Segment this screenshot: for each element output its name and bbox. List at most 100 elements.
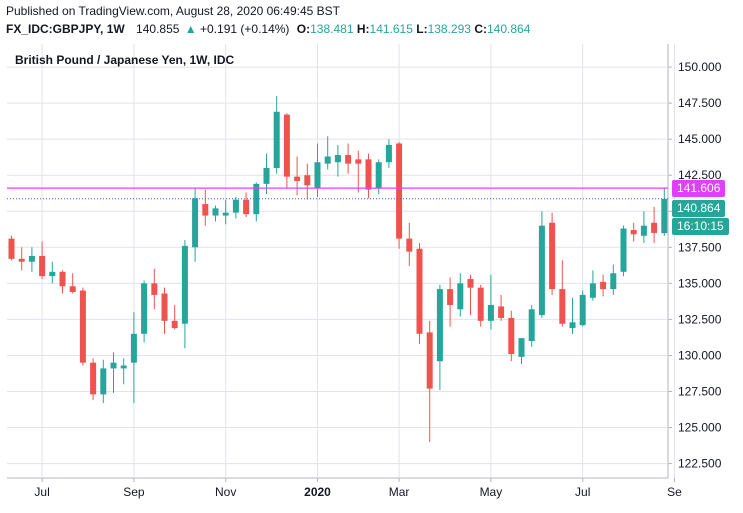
candle-body <box>39 255 46 277</box>
candle-body <box>110 362 117 369</box>
chart-grid <box>7 44 675 479</box>
low-label: L: <box>416 22 428 36</box>
candle-body <box>18 258 25 262</box>
candle-body <box>549 222 556 290</box>
candle-body <box>90 362 97 395</box>
y-tick-label: 122.500 <box>678 457 722 471</box>
candle-body <box>528 309 535 342</box>
close-label: C: <box>474 22 487 36</box>
candle-body <box>385 144 392 163</box>
candle-body <box>589 283 596 298</box>
candle-body <box>192 198 199 248</box>
candle-body <box>600 281 607 290</box>
candle-body <box>640 225 647 236</box>
candle-body <box>222 212 229 216</box>
symbol-label[interactable]: FX_IDC:GBPJPY, 1W <box>6 22 125 36</box>
candle-body <box>436 289 443 362</box>
countdown-badge: 16:10:15 <box>672 217 729 235</box>
candle-body <box>651 222 658 233</box>
x-tick-label: May <box>480 485 503 499</box>
candle-body <box>498 306 505 318</box>
change-value: +0.191 (+0.14%) <box>200 22 290 36</box>
x-tick-label: Nov <box>215 485 236 499</box>
candle-body <box>406 238 413 252</box>
x-tick-label: Se <box>667 485 682 499</box>
y-tick-label: 125.000 <box>678 421 722 435</box>
candle-body <box>212 208 219 216</box>
last-price-value: 140.855 <box>136 22 180 36</box>
candle-body <box>447 289 454 305</box>
candle-body <box>232 199 239 213</box>
candle-body <box>620 228 627 272</box>
y-tick-label: 147.500 <box>678 96 722 110</box>
candle-body <box>181 245 188 324</box>
candle-body <box>396 143 403 239</box>
y-tick-label: 150.000 <box>678 60 722 74</box>
y-tick-label: 130.000 <box>678 348 722 362</box>
candle-body <box>467 279 474 288</box>
candle-body <box>263 168 270 184</box>
candle-body <box>426 332 433 389</box>
candle-body <box>579 294 586 326</box>
candle-body <box>171 320 178 329</box>
x-tick-label: Jul <box>575 485 590 499</box>
candle-body <box>69 286 76 292</box>
time-axis: Jul Sep Nov 2020 Mar May Jul Se <box>34 478 682 499</box>
candle-body <box>416 248 423 334</box>
candle-body <box>661 198 668 234</box>
candle-body <box>130 333 137 363</box>
y-tick-label: 145.000 <box>678 132 722 146</box>
y-tick-label: 142.500 <box>678 168 722 182</box>
candle-body <box>49 271 56 277</box>
y-tick-label: 137.500 <box>678 240 722 254</box>
candle-body <box>477 287 484 321</box>
candle-body <box>538 225 545 316</box>
candle-body <box>202 204 209 216</box>
candle-body <box>243 199 250 215</box>
candle-body <box>59 271 66 287</box>
candles <box>8 95 668 442</box>
high-label: H: <box>356 22 370 36</box>
candle-body <box>345 155 352 164</box>
y-tick-label: 127.500 <box>678 384 722 398</box>
candle-body <box>151 283 158 295</box>
candle-body <box>375 162 382 189</box>
candle-body <box>28 255 35 262</box>
y-tick-label: 132.500 <box>678 312 722 326</box>
open-label: O: <box>296 22 311 36</box>
published-note: Published on TradingView.com, August 28,… <box>6 4 341 18</box>
y-tick-label: 135.000 <box>678 276 722 290</box>
candle-body <box>630 230 637 235</box>
high-value: 141.615 <box>369 22 413 36</box>
candle-body <box>365 159 372 190</box>
low-value: 138.293 <box>427 22 471 36</box>
candle-body <box>120 365 127 369</box>
x-tick-label: Jul <box>34 485 49 499</box>
candle-body <box>8 238 15 259</box>
candle-body <box>334 155 341 163</box>
price-axis: 150.000147.500145.000142.500140.000137.5… <box>668 60 722 471</box>
candle-body <box>294 176 301 181</box>
last-price-badge: 140.864 <box>672 199 726 217</box>
candle-body <box>79 290 86 363</box>
marker-price-badge: 141.606 <box>672 179 726 197</box>
chart-title: British Pound / Japanese Yen, 1W, IDC <box>15 53 235 67</box>
candle-body <box>610 273 617 290</box>
candle-body <box>304 175 311 186</box>
candle-body <box>457 283 464 310</box>
close-value: 140.864 <box>486 22 531 36</box>
candle-body <box>355 159 362 164</box>
candle-body <box>487 304 494 321</box>
x-tick-label: Mar <box>389 485 410 499</box>
candle-body <box>273 111 280 168</box>
x-tick-label: Sep <box>123 485 145 499</box>
open-value: 138.481 <box>310 22 354 36</box>
candle-body <box>283 114 290 177</box>
candle-body <box>518 338 525 357</box>
candle-body <box>324 156 331 164</box>
up-arrow-icon: ▲ <box>184 22 197 36</box>
candle-body <box>569 322 576 329</box>
candle-body <box>508 317 515 354</box>
candle-body <box>559 289 566 324</box>
